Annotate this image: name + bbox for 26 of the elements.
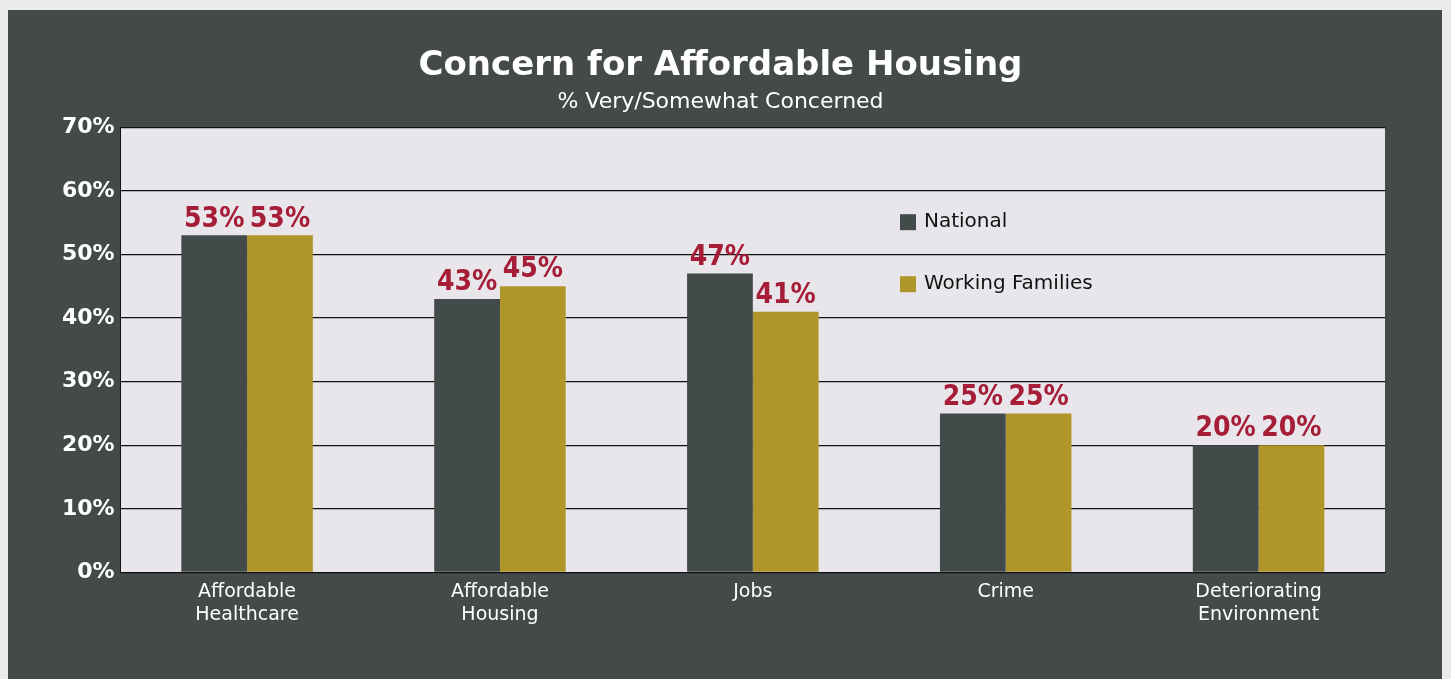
data-label: 53%	[249, 200, 311, 234]
data-label: 25%	[942, 378, 1003, 412]
x-tick-label: Jobs	[732, 578, 773, 601]
y-tick-label: 50%	[61, 240, 115, 266]
chart-title: Concern for Affordable Housing	[418, 43, 1023, 84]
y-tick-label: 70%	[61, 112, 115, 138]
chart-subtitle: % Very/Somewhat Concerned	[557, 87, 884, 113]
x-tick-label: Affordable Housing	[450, 578, 549, 624]
y-tick-label: 20%	[61, 430, 115, 456]
x-tick-label: Affordable Healthcare	[195, 578, 299, 624]
data-label: 20%	[1195, 410, 1256, 444]
y-tick-label: 60%	[61, 176, 115, 202]
x-tick-label: Deteriorating Environment	[1195, 578, 1322, 624]
data-label: 43%	[436, 264, 498, 298]
legend-label: National	[924, 208, 1008, 233]
data-label: 41%	[755, 276, 816, 310]
legend-label: Working Families	[924, 270, 1093, 295]
x-tick-label: Crime	[977, 578, 1034, 601]
y-tick-label: 40%	[61, 303, 115, 329]
data-label: 53%	[184, 200, 245, 234]
data-label: 25%	[1008, 378, 1069, 412]
data-label: 45%	[502, 251, 563, 285]
y-tick-label: 10%	[61, 494, 115, 520]
data-label: 20%	[1261, 410, 1322, 444]
y-tick-label: 30%	[61, 367, 115, 393]
y-tick-label: 0%	[77, 558, 115, 584]
